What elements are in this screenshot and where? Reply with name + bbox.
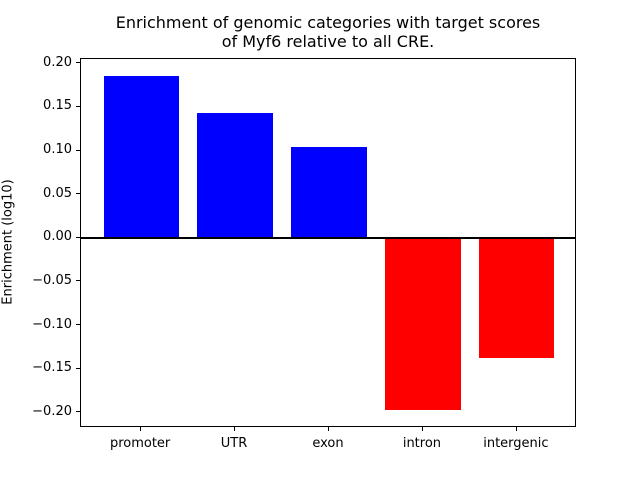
x-tick-mark bbox=[421, 427, 423, 431]
y-tick-label: 0.20 bbox=[43, 54, 72, 70]
y-tick-label: −0.15 bbox=[32, 360, 72, 376]
y-tick-mark bbox=[76, 324, 80, 326]
y-tick-mark bbox=[76, 193, 80, 195]
y-tick-label: −0.05 bbox=[32, 272, 72, 288]
y-tick-label: 0.00 bbox=[43, 229, 72, 245]
y-tick-label: −0.10 bbox=[32, 316, 72, 332]
x-tick-mark bbox=[515, 427, 517, 431]
bar-intron bbox=[385, 237, 461, 410]
x-tick-label: promoter bbox=[109, 436, 171, 451]
x-tick-mark bbox=[328, 427, 329, 431]
y-tick-mark bbox=[76, 280, 80, 282]
bar-promoter bbox=[103, 76, 179, 238]
bar-UTR bbox=[197, 113, 273, 238]
x-tick-label: intron bbox=[402, 436, 442, 451]
y-tick-mark bbox=[76, 367, 80, 369]
y-tick-mark bbox=[76, 236, 80, 238]
y-tick-mark bbox=[76, 149, 80, 151]
y-tick-label: 0.05 bbox=[43, 185, 72, 201]
zero-line bbox=[81, 236, 575, 239]
x-tick-label: intergenic bbox=[483, 436, 549, 451]
y-tick-mark bbox=[76, 62, 80, 64]
x-tick-label: exon bbox=[312, 436, 344, 451]
y-tick-mark bbox=[76, 411, 80, 413]
x-tick-mark bbox=[234, 427, 236, 431]
y-tick-label: 0.10 bbox=[43, 142, 72, 158]
x-tick-label: UTR bbox=[220, 436, 248, 451]
bar-exon bbox=[291, 147, 367, 238]
chart-title: Enrichment of genomic categories with ta… bbox=[115, 13, 541, 51]
y-tick-mark bbox=[76, 105, 80, 107]
y-tick-label: 0.15 bbox=[43, 98, 72, 114]
x-tick-mark bbox=[140, 427, 142, 431]
plot-area bbox=[80, 58, 576, 427]
y-tick-label: −0.20 bbox=[32, 403, 72, 419]
bar-intergenic bbox=[479, 237, 555, 359]
